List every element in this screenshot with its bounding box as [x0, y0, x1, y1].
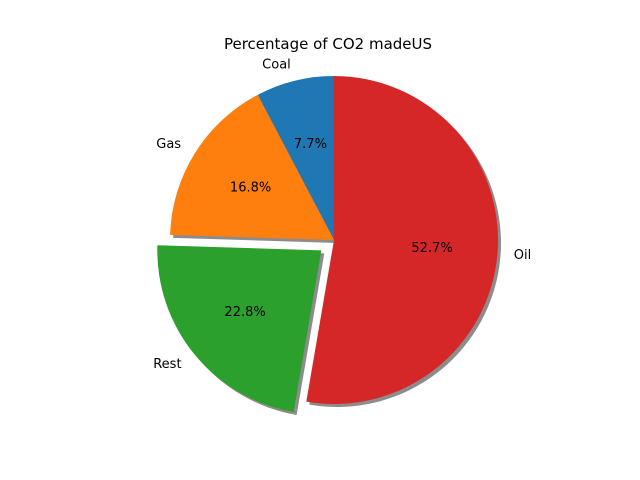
- pie-slice-rest: [157, 245, 322, 413]
- pie-slice-coal: [257, 76, 334, 240]
- percent-label-rest: 22.8%: [224, 305, 265, 320]
- chart-title: Percentage of CO2 madeUS: [224, 35, 432, 53]
- category-label-gas: Gas: [156, 137, 181, 152]
- percent-label-coal: 7.7%: [294, 137, 327, 152]
- category-label-oil: Oil: [514, 248, 531, 263]
- percent-label-gas: 16.8%: [230, 180, 271, 195]
- percent-label-oil: 52.7%: [411, 241, 452, 256]
- category-label-coal: Coal: [262, 57, 291, 72]
- pie-labels: Coal 7.7% Gas 16.8% Rest 22.8% Oil 52.7%: [153, 57, 531, 372]
- pie-slice-oil: [306, 76, 498, 404]
- pie-slices: [157, 76, 498, 413]
- category-label-rest: Rest: [153, 357, 181, 372]
- pie-slice-gas: [170, 94, 334, 240]
